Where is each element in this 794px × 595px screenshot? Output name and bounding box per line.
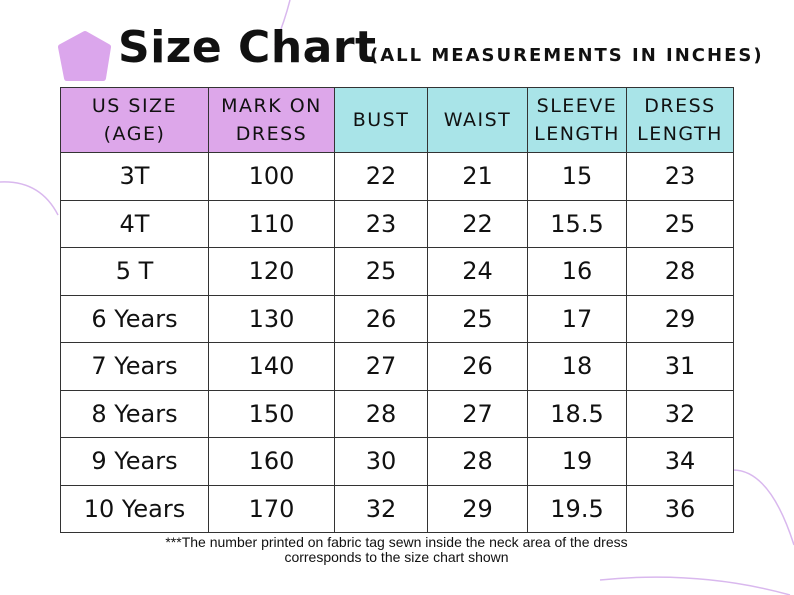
table-cell: 25: [334, 247, 428, 296]
header-line: BUST: [352, 109, 410, 131]
table-cell: 28: [334, 389, 428, 438]
table-cell: 3T: [60, 152, 209, 201]
header-row: US SIZE (AGE) MARK ON DRESS BUST WAIST SLEEVE L…: [60, 87, 734, 153]
footnote-line: ***The number printed on fabric tag sewn…: [165, 534, 628, 550]
table-cell: 6 Years: [60, 294, 209, 343]
table-cell: 16: [527, 247, 627, 296]
table-cell: 5 T: [60, 247, 209, 296]
header-line: SLEEVE: [536, 95, 618, 117]
table-cell: 4T: [60, 199, 209, 248]
table-cell: 18: [527, 342, 627, 391]
table-cell: 28: [427, 437, 528, 486]
header-line: WAIST: [443, 109, 512, 131]
table-cell: 23: [626, 152, 734, 201]
column-header: SLEEVE LENGTH: [527, 87, 627, 153]
column-header: BUST: [334, 87, 428, 153]
table-cell: 21: [427, 152, 528, 201]
table-cell: 10 Years: [60, 484, 209, 533]
size-table: US SIZE (AGE) MARK ON DRESS BUST WAIST SLEEVE L…: [60, 87, 734, 533]
table-cell: 23: [334, 199, 428, 248]
table-cell: 36: [626, 484, 734, 533]
footnote-line: corresponds to the size chart shown: [284, 549, 509, 565]
table-cell: 22: [427, 199, 528, 248]
table-row: 10 Years 170 32 29 19.5 36: [60, 484, 734, 533]
table-row: 6 Years 130 26 25 17 29: [60, 294, 734, 343]
footnote: ***The number printed on fabric tag sewn…: [60, 535, 733, 565]
curve: [599, 576, 791, 595]
table-cell: 110: [208, 199, 335, 248]
table-cell: 27: [334, 342, 428, 391]
title: Size Chart: [118, 22, 377, 73]
table-cell: 32: [334, 484, 428, 533]
column-header: WAIST: [427, 87, 528, 153]
table-cell: 25: [427, 294, 528, 343]
table-cell: 24: [427, 247, 528, 296]
header-line: DRESS: [235, 123, 308, 145]
header-line: LENGTH: [534, 123, 620, 145]
pentagon-icon: [58, 31, 111, 81]
table-cell: 32: [626, 389, 734, 438]
table-row: 4T 110 23 22 15.5 25: [60, 199, 734, 248]
header-line: MARK ON: [221, 95, 322, 117]
table-cell: 29: [626, 294, 734, 343]
curve: [274, 0, 291, 46]
table-cell: 28: [626, 247, 734, 296]
table-cell: 18.5: [527, 389, 627, 438]
curve: [732, 469, 794, 546]
table-cell: 17: [527, 294, 627, 343]
table-cell: 170: [208, 484, 335, 533]
table-cell: 7 Years: [60, 342, 209, 391]
table-cell: 31: [626, 342, 734, 391]
table-cell: 130: [208, 294, 335, 343]
table-row: 9 Years 160 30 28 19 34: [60, 437, 734, 486]
table-cell: 26: [334, 294, 428, 343]
column-header: MARK ON DRESS: [208, 87, 335, 153]
header-line: US SIZE: [91, 95, 178, 117]
table-cell: 8 Years: [60, 389, 209, 438]
table-row: 3T 100 22 21 15 23: [60, 152, 734, 201]
table-cell: 27: [427, 389, 528, 438]
column-header: US SIZE (AGE): [60, 87, 209, 153]
table-row: 8 Years 150 28 27 18.5 32: [60, 389, 734, 438]
subtitle: (ALL MEASUREMENTS IN INCHES): [370, 45, 764, 66]
table-cell: 15: [527, 152, 627, 201]
curve: [0, 181, 59, 216]
table-cell: 15.5: [527, 199, 627, 248]
table-cell: 100: [208, 152, 335, 201]
table-cell: 26: [427, 342, 528, 391]
table-row: 7 Years 140 27 26 18 31: [60, 342, 734, 391]
header-line: (AGE): [103, 123, 166, 145]
header-line: DRESS: [644, 95, 716, 117]
table-cell: 30: [334, 437, 428, 486]
table-cell: 140: [208, 342, 335, 391]
table-cell: 19.5: [527, 484, 627, 533]
table-cell: 9 Years: [60, 437, 209, 486]
table-cell: 160: [208, 437, 335, 486]
table-cell: 150: [208, 389, 335, 438]
table-cell: 34: [626, 437, 734, 486]
column-header: DRESS LENGTH: [626, 87, 734, 153]
table-cell: 29: [427, 484, 528, 533]
table-cell: 25: [626, 199, 734, 248]
table-cell: 19: [527, 437, 627, 486]
table-cell: 120: [208, 247, 335, 296]
header-line: LENGTH: [637, 123, 723, 145]
table-cell: 22: [334, 152, 428, 201]
table-row: 5 T 120 25 24 16 28: [60, 247, 734, 296]
